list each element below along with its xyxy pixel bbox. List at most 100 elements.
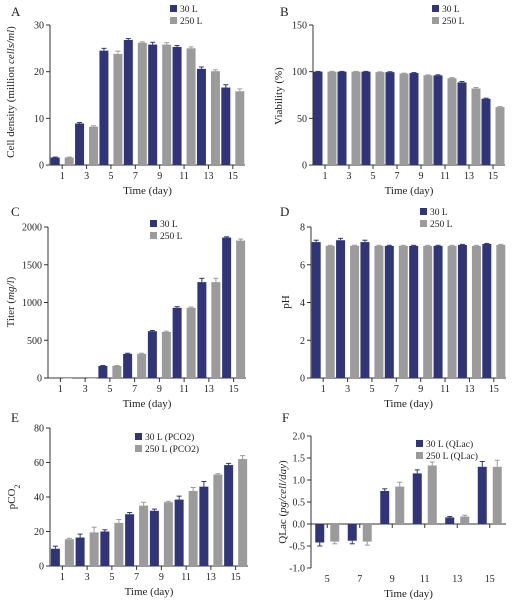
bar-250l (236, 240, 246, 378)
y-tick-label: 0.0 (293, 520, 306, 531)
legend-label: 250 L (PCO2) (145, 444, 199, 455)
x-tick-label: 15 (488, 171, 498, 182)
bar-30l (409, 245, 419, 378)
bar-250l (460, 516, 470, 524)
bar-250l (188, 490, 198, 566)
legend: 30 L (QLac)250 L (QLac) (416, 439, 478, 462)
legend: 30 L (PCO2)250 L (PCO2) (135, 432, 199, 455)
x-tick-label: 7 (134, 572, 139, 583)
bar-250l (162, 44, 172, 165)
bar-30l (385, 72, 395, 165)
y-tick-label: 2.0 (293, 432, 306, 443)
x-tick-label: 9 (157, 171, 162, 182)
bar-250l (471, 245, 481, 378)
bar-30l (148, 44, 158, 165)
x-tick-label: 3 (85, 572, 90, 583)
legend-swatch (432, 17, 439, 24)
x-tick-label: 3 (83, 384, 88, 395)
y-tick-label: 0 (39, 161, 44, 172)
bar-30l (457, 244, 467, 378)
bar-250l (87, 378, 97, 379)
y-axis-title: Viability (%) (273, 67, 285, 125)
bar-30l (196, 68, 206, 165)
x-axis-title: Time (day) (384, 588, 433, 600)
bar-250l (427, 465, 437, 524)
bar-30l (481, 98, 491, 165)
bar-30l (221, 87, 231, 165)
bar-250l (114, 522, 124, 566)
legend-label: 250 L (430, 220, 453, 230)
x-tick-label: 1 (60, 171, 65, 182)
y-axis-title: Titer (mg/l) (5, 276, 17, 327)
bar-250l (89, 532, 99, 566)
bar-250l (495, 107, 505, 165)
y-axis-title: Cell density (million cells/ml) (5, 26, 17, 158)
x-tick-label: 5 (108, 171, 113, 182)
legend-label: 30 L (160, 220, 178, 230)
bar-250l (471, 88, 481, 165)
x-tick-label: 5 (371, 171, 376, 182)
legend-label: 30 L (430, 208, 448, 218)
x-tick-label: 3 (347, 171, 352, 182)
y-tick-label: 0 (37, 374, 42, 385)
bar-250l (423, 75, 433, 165)
x-tick-label: 13 (206, 572, 216, 583)
x-tick-label: 11 (420, 574, 430, 585)
bar-30l (100, 531, 110, 566)
legend-swatch (432, 5, 439, 12)
bar-30l (222, 237, 232, 378)
bar-250l (423, 245, 433, 378)
y-tick-label: 8 (300, 223, 305, 234)
x-tick-label: 5 (325, 574, 330, 585)
x-tick-label: 1 (323, 171, 328, 182)
x-tick-label: 15 (229, 384, 239, 395)
bar-30l (224, 465, 234, 566)
x-tick-label: 13 (452, 574, 462, 585)
legend-label: 30 L (180, 5, 198, 15)
bar-30l (50, 548, 60, 566)
legend-label: 250 L (160, 232, 183, 242)
x-tick-label: 9 (159, 572, 164, 583)
bar-30l (172, 46, 182, 165)
bar-250l (64, 157, 74, 165)
bar-250l (395, 486, 405, 524)
bar-30l (174, 499, 184, 566)
legend: 30 L 250 L (170, 5, 203, 27)
x-tick-label: 11 (440, 171, 450, 182)
y-tick-label: 40 (34, 493, 44, 504)
legend-swatch (150, 220, 157, 227)
bar-30l (409, 73, 419, 165)
legend-label: 30 L (442, 5, 460, 15)
bar-30l (125, 514, 135, 566)
bar-30l (347, 524, 357, 541)
y-tick-label: 100 (292, 67, 307, 78)
bar-250l (330, 524, 340, 542)
x-tick-label: 15 (228, 171, 238, 182)
bar-250l (350, 245, 360, 378)
x-axis-title: Time (day) (125, 586, 174, 598)
y-tick-label: 60 (34, 458, 44, 469)
x-tick-label: 3 (345, 384, 350, 395)
bar-30l (315, 524, 325, 543)
y-tick-label: 50 (297, 114, 307, 125)
legend-swatch (135, 445, 142, 452)
x-tick-label: 7 (133, 171, 138, 182)
panel-label: E (11, 410, 19, 425)
bar-250l (163, 502, 173, 566)
bar-250l (89, 126, 99, 165)
bar-250l (238, 459, 248, 566)
legend-label: 30 L (PCO2) (145, 432, 194, 443)
bar-30l (412, 473, 422, 524)
bar-250l (375, 72, 385, 165)
bar-30l (75, 537, 85, 566)
y-tick-label: 150 (292, 21, 307, 32)
x-tick-label: 7 (395, 171, 400, 182)
y-tick-label: 0.5 (293, 498, 306, 509)
x-tick-label: 13 (203, 171, 213, 182)
y-axis-title: pH (280, 295, 292, 309)
bar-30l (48, 378, 58, 379)
legend-swatch (416, 452, 423, 459)
x-axis-title: Time (day) (123, 398, 172, 410)
bar-250l (492, 466, 502, 524)
